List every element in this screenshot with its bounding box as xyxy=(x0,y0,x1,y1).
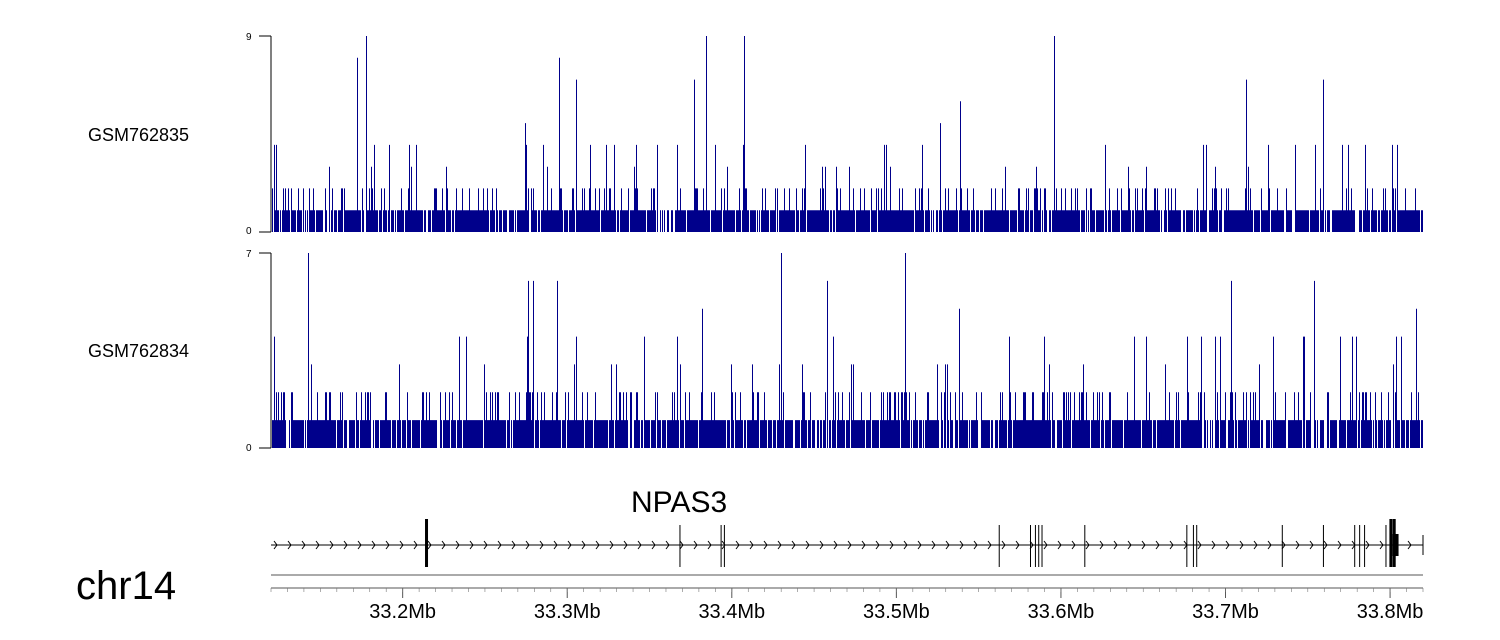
x-tick-label: 33.8Mb xyxy=(1357,601,1424,623)
track1-ymin-label: 0 xyxy=(246,226,252,237)
x-axis-ticks: 33.2Mb 33.3Mb 33.4Mb 33.5Mb 33.6Mb 33.7Mb 33.8… xyxy=(270,588,1424,623)
track-label-gsm762835: GSM762835 xyxy=(88,125,189,145)
gene-label: NPAS3 xyxy=(631,486,727,519)
gene-exon xyxy=(1196,525,1198,567)
track2-bar xyxy=(272,253,1423,448)
track1-signal xyxy=(272,36,1423,232)
gene-exon xyxy=(723,525,725,567)
track2-ymin-label: 0 xyxy=(246,443,252,454)
gene-exon xyxy=(1322,525,1324,567)
gene-exon xyxy=(1389,519,1393,567)
gene-exon-block xyxy=(1392,534,1399,556)
gene-exon xyxy=(1364,525,1366,567)
gene-exon xyxy=(425,519,429,567)
gene-exon xyxy=(1186,525,1188,567)
gene-exon xyxy=(1041,525,1043,567)
track2-signal xyxy=(272,253,1423,448)
x-tick-label: 33.5Mb xyxy=(863,601,930,623)
track1-ymax-label: 9 xyxy=(246,32,252,43)
x-tick-label: 33.2Mb xyxy=(369,601,436,623)
gene-exon xyxy=(720,525,722,567)
chromosome-label: chr14 xyxy=(76,564,176,608)
x-tick-label: 33.7Mb xyxy=(1192,601,1259,623)
gene-exon xyxy=(1192,525,1194,567)
gene-exon xyxy=(998,525,1000,567)
gene-exon xyxy=(679,525,681,567)
gene-exon xyxy=(1359,525,1361,567)
x-tick-label: 33.3Mb xyxy=(534,601,601,623)
gene-strand-arrows xyxy=(273,540,1412,550)
track-label-gsm762834: GSM762834 xyxy=(88,341,189,361)
track1-bar xyxy=(272,36,1423,232)
gene-exon xyxy=(1038,525,1040,567)
track2-ymax-label: 7 xyxy=(246,249,252,260)
x-tick-label: 33.6Mb xyxy=(1028,601,1095,623)
gene-exon xyxy=(1281,525,1283,567)
gene-exon xyxy=(1354,525,1356,567)
gene-exon xyxy=(1034,525,1036,567)
gene-exon xyxy=(1084,525,1086,567)
gene-exon xyxy=(1385,525,1387,567)
gene-model xyxy=(271,519,1424,567)
x-tick-label: 33.4Mb xyxy=(698,601,765,623)
gene-exon xyxy=(1029,525,1031,567)
